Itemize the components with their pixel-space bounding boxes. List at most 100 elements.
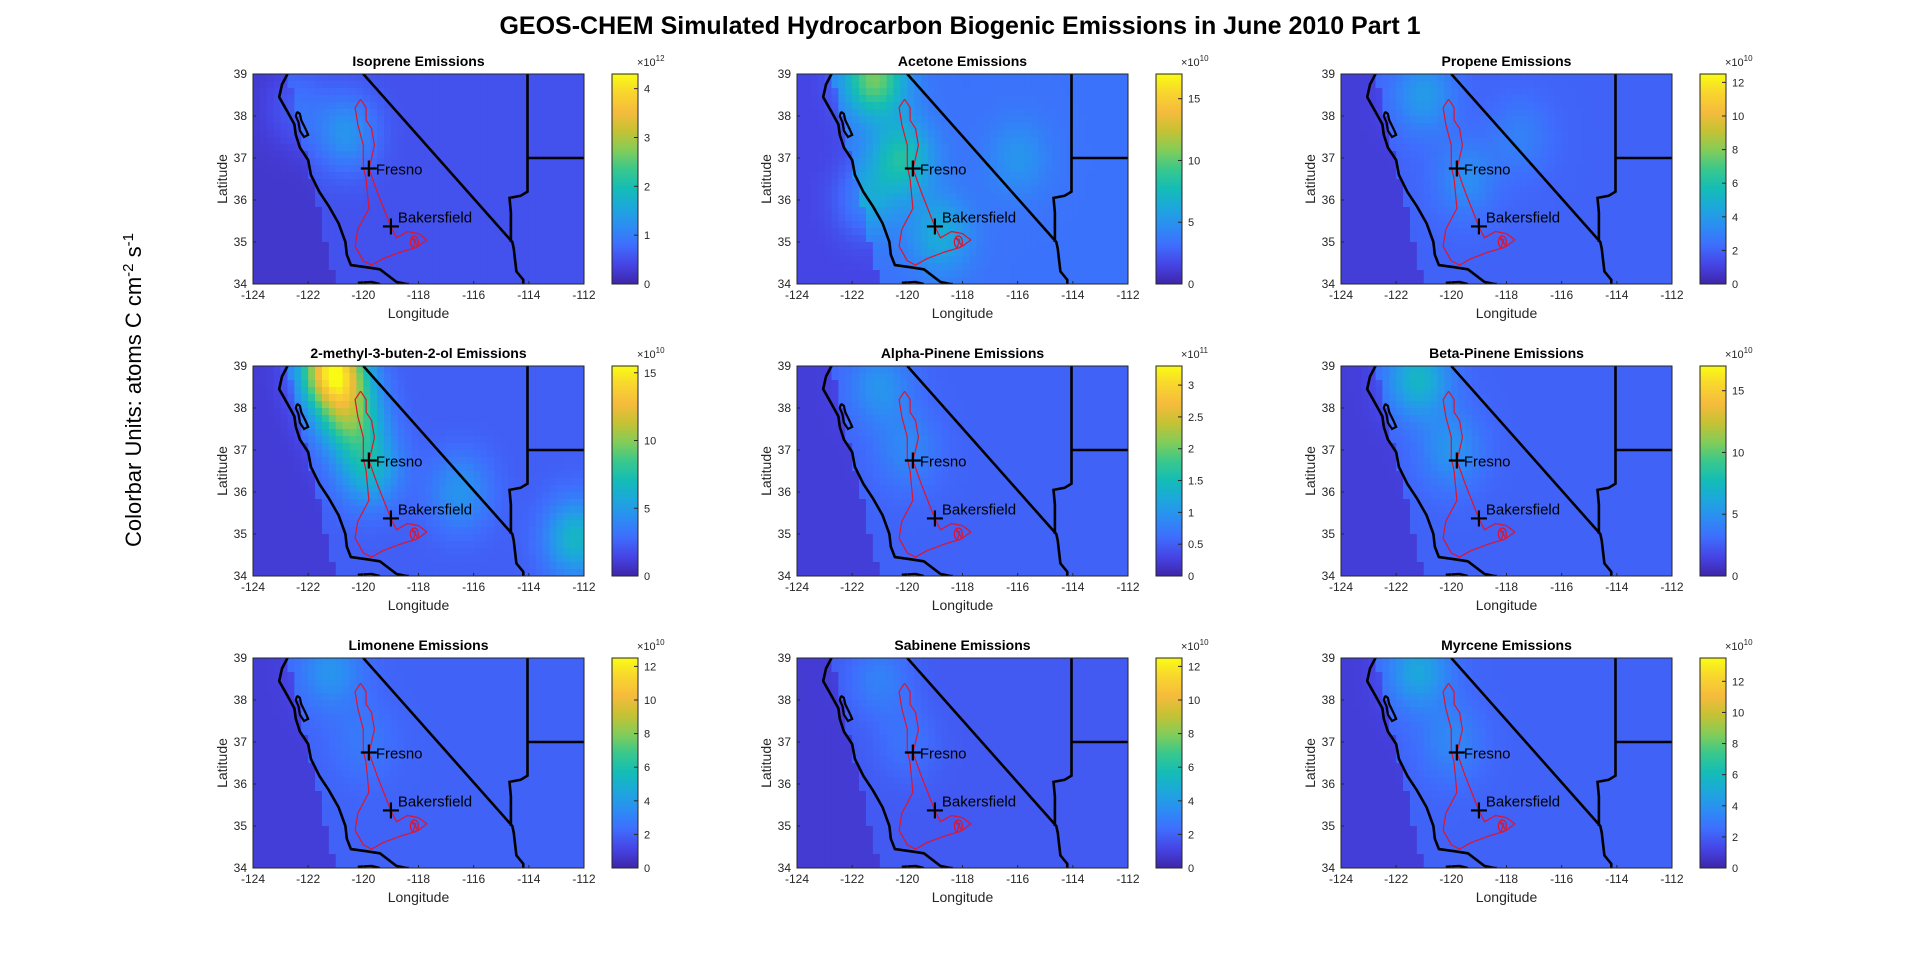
field-cell: [308, 158, 316, 166]
field-cell: [797, 207, 805, 215]
field-cell: [397, 74, 406, 82]
field-cell: [928, 221, 936, 229]
field-cell: [1637, 158, 1646, 166]
field-cell: [1100, 158, 1108, 166]
field-cell: [948, 172, 957, 180]
field-cell: [852, 109, 860, 117]
field-cell: [879, 186, 888, 194]
field-cell: [259, 256, 268, 264]
field-cell: [335, 373, 344, 381]
field-cell: [1059, 144, 1067, 152]
field-cell: [886, 81, 895, 89]
field-cell: [1561, 207, 1570, 215]
field-cell: [1354, 116, 1363, 124]
field-cell: [556, 277, 564, 284]
field-cell: [273, 102, 282, 110]
field-cell: [955, 102, 964, 110]
field-cell: [1437, 179, 1446, 187]
field-cell: [1589, 249, 1597, 257]
field-cell: [1003, 277, 1012, 284]
field-cell: [810, 88, 819, 96]
field-cell: [473, 221, 482, 229]
field-cell: [466, 95, 475, 103]
field-cell: [1065, 193, 1074, 201]
field-cell: [384, 144, 392, 152]
field-cell: [377, 158, 385, 166]
x-tick-label: -116: [462, 288, 485, 302]
field-cell: [1637, 277, 1646, 284]
field-cell: [397, 179, 406, 187]
field-cell: [797, 256, 805, 264]
field-cell: [480, 123, 489, 131]
field-cell: [1368, 277, 1377, 284]
field-cell: [342, 277, 351, 284]
field-cell: [1389, 221, 1397, 229]
field-cell: [921, 270, 929, 278]
field-cell: [1368, 151, 1377, 159]
field-cell: [1409, 270, 1418, 278]
field-cell: [556, 263, 564, 271]
field-cell: [556, 74, 564, 82]
field-cell: [1423, 158, 1432, 166]
field-cell: [390, 242, 399, 250]
field-cell: [1038, 165, 1046, 173]
field-cell: [934, 102, 943, 110]
field-cell: [321, 380, 330, 388]
field-cell: [528, 270, 537, 278]
field-cell: [266, 527, 275, 535]
field-cell: [1375, 102, 1383, 110]
field-cell: [955, 151, 964, 159]
field-cell: [384, 137, 392, 145]
field-cell: [934, 186, 943, 194]
field-cell: [1665, 256, 1672, 264]
field-cell: [1506, 186, 1514, 194]
field-cell: [1072, 221, 1081, 229]
field-cell: [425, 221, 433, 229]
field-cell: [315, 249, 323, 257]
field-cell: [1534, 242, 1542, 250]
field-cell: [1045, 102, 1053, 110]
field-cell: [1059, 249, 1067, 257]
field-cell: [1485, 256, 1494, 264]
field-cell: [1437, 235, 1446, 243]
field-cell: [1017, 165, 1026, 173]
field-cell: [1389, 249, 1397, 257]
field-cell: [370, 186, 378, 194]
field-cell: [1561, 249, 1570, 257]
field-cell: [1554, 95, 1563, 103]
field-cell: [452, 137, 461, 145]
field-cell: [1017, 123, 1026, 131]
field-cell: [1609, 256, 1618, 264]
field-cell: [1603, 249, 1611, 257]
field-cell: [928, 137, 936, 145]
field-cell: [1375, 137, 1383, 145]
field-cell: [1520, 193, 1528, 201]
field-cell: [328, 95, 337, 103]
field-cell: [459, 228, 468, 236]
field-cell: [356, 228, 364, 236]
field-cell: [1472, 151, 1480, 159]
field-cell: [1506, 193, 1514, 201]
field-cell: [1513, 88, 1521, 96]
field-cell: [859, 137, 867, 145]
field-cell: [1637, 193, 1646, 201]
field-cell: [1451, 193, 1459, 201]
field-cell: [1527, 74, 1535, 82]
field-cell: [872, 88, 881, 96]
field-cell: [1540, 249, 1549, 257]
field-cell: [480, 88, 489, 96]
field-cell: [1079, 102, 1088, 110]
field-cell: [1568, 95, 1577, 103]
field-cell: [845, 207, 853, 215]
field-cell: [266, 366, 275, 374]
field-cell: [948, 116, 957, 124]
field-cell: [1568, 74, 1577, 82]
field-cell: [1630, 200, 1639, 208]
field-cell: [797, 179, 805, 187]
x-tick-label: -122: [840, 288, 864, 302]
field-cell: [308, 548, 316, 556]
field-cell: [1520, 235, 1528, 243]
field-cell: [1437, 186, 1446, 194]
field-cell: [879, 256, 888, 264]
field-cell: [563, 158, 571, 166]
